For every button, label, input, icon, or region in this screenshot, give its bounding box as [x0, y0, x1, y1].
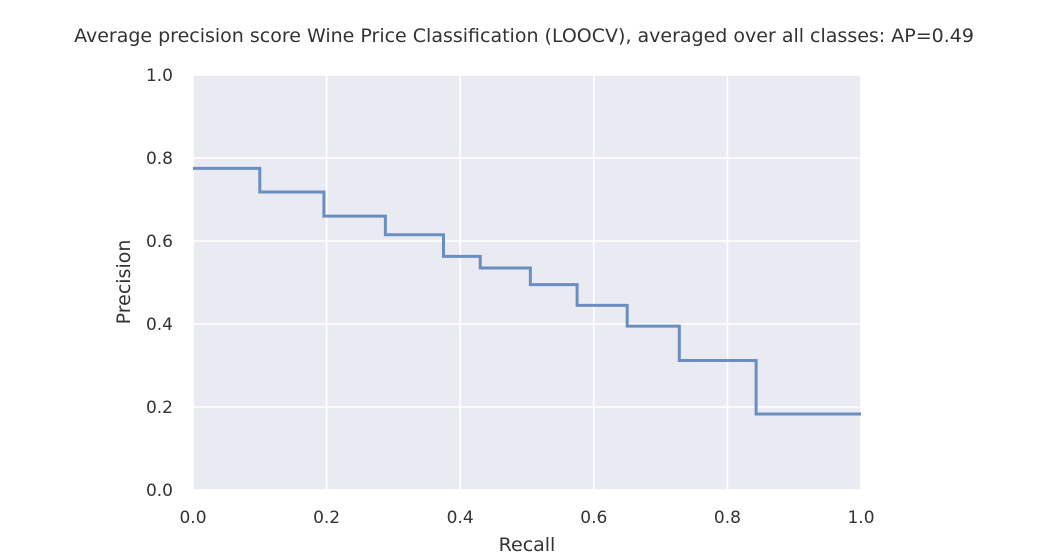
precision-recall-curve [193, 166, 861, 416]
y-tick-labels: 0.0 0.2 0.4 0.6 0.8 1.0 [146, 66, 173, 501]
y-axis-label: Precision [113, 240, 135, 325]
x-tick-labels: 0.0 0.2 0.4 0.6 0.8 1.0 [179, 508, 874, 528]
y-tick-label: 0.6 [146, 232, 173, 252]
x-axis-label: Recall [499, 534, 556, 556]
series-group [193, 166, 861, 416]
chart-title: Average precision score Wine Price Class… [74, 25, 974, 47]
grid-lines [192, 74, 862, 491]
x-tick-label: 0.0 [179, 508, 206, 528]
y-tick-label: 0.2 [146, 398, 173, 418]
y-tick-label: 0.8 [146, 149, 173, 169]
x-tick-label: 0.6 [580, 508, 607, 528]
x-tick-label: 1.0 [847, 508, 874, 528]
x-tick-label: 0.2 [313, 508, 340, 528]
y-tick-label: 0.4 [146, 315, 173, 335]
x-tick-label: 0.4 [447, 508, 474, 528]
plot-area [193, 75, 861, 490]
y-tick-label: 1.0 [146, 66, 173, 86]
y-tick-label: 0.0 [146, 481, 173, 501]
x-tick-label: 0.8 [714, 508, 741, 528]
